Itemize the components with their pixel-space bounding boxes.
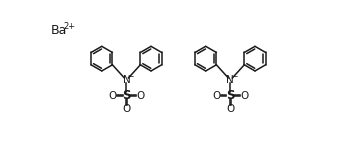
Text: O: O [240,91,248,101]
Text: Ba: Ba [51,24,67,37]
Text: O: O [122,104,131,114]
Text: O: O [136,91,144,101]
Text: −: − [127,73,134,82]
Text: S: S [226,89,235,102]
Text: −: − [231,73,237,82]
Text: O: O [212,91,221,101]
Text: 2+: 2+ [63,22,75,31]
Text: O: O [108,91,117,101]
Text: N: N [226,75,234,85]
Text: O: O [226,104,235,114]
Text: N: N [122,75,130,85]
Text: S: S [122,89,131,102]
